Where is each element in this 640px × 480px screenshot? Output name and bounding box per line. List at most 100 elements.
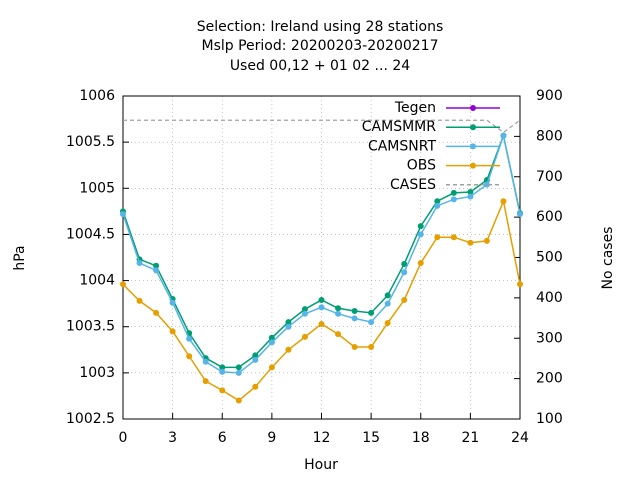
data-point bbox=[318, 320, 325, 327]
y2-tick-label: 400 bbox=[536, 290, 563, 306]
x-tick-label: 24 bbox=[511, 430, 529, 446]
y-tick-label: 1003.5 bbox=[66, 319, 115, 335]
data-point bbox=[417, 223, 424, 230]
data-point bbox=[202, 358, 209, 365]
x-tick-label: 12 bbox=[313, 430, 331, 446]
data-point bbox=[301, 333, 308, 340]
data-point bbox=[517, 211, 523, 218]
legend-label: Tegen bbox=[394, 100, 436, 116]
y2-axis-label: No cases bbox=[600, 227, 616, 290]
data-point bbox=[335, 305, 342, 312]
data-point bbox=[219, 387, 226, 394]
x-tick-label: 15 bbox=[362, 430, 380, 446]
data-point bbox=[384, 300, 391, 307]
series-line bbox=[123, 119, 521, 134]
data-point bbox=[401, 260, 408, 267]
data-point bbox=[434, 234, 441, 241]
data-point bbox=[202, 378, 209, 385]
data-point bbox=[268, 334, 275, 341]
x-tick-label: 18 bbox=[412, 430, 430, 446]
data-point bbox=[351, 315, 358, 322]
x-tick-label: 3 bbox=[168, 430, 177, 446]
data-point bbox=[186, 335, 193, 342]
data-point bbox=[500, 132, 507, 139]
y-axis-label: hPa bbox=[12, 245, 28, 270]
data-point bbox=[219, 364, 226, 371]
data-point bbox=[153, 309, 160, 316]
data-point bbox=[467, 193, 474, 200]
x-tick-label: 9 bbox=[267, 430, 276, 446]
data-point bbox=[120, 281, 126, 288]
y2-tick-label: 100 bbox=[536, 411, 563, 427]
data-point bbox=[186, 353, 193, 360]
data-point bbox=[120, 211, 126, 218]
data-point bbox=[318, 296, 325, 303]
legend-marker bbox=[470, 143, 476, 150]
data-point bbox=[351, 308, 358, 315]
legend-label: CAMSMMR bbox=[362, 119, 436, 135]
data-point bbox=[169, 299, 176, 306]
data-point bbox=[401, 269, 408, 276]
data-point bbox=[301, 310, 308, 317]
data-point bbox=[153, 267, 160, 274]
title-line: Used 00,12 + 01 02 ... 24 bbox=[230, 58, 410, 74]
y-tick-label: 1003 bbox=[79, 365, 115, 381]
y-tick-label: 1002.5 bbox=[66, 411, 115, 427]
data-point bbox=[268, 339, 275, 346]
y-tick-label: 1005 bbox=[79, 180, 115, 196]
y-tick-label: 1004 bbox=[79, 273, 115, 289]
data-point bbox=[450, 234, 457, 241]
y-tick-label: 1006 bbox=[79, 88, 115, 104]
x-tick-label: 21 bbox=[461, 430, 479, 446]
data-point bbox=[318, 304, 325, 311]
data-point bbox=[368, 319, 375, 326]
data-point bbox=[467, 239, 474, 246]
data-point bbox=[252, 356, 259, 363]
data-point bbox=[136, 297, 143, 304]
data-point bbox=[368, 309, 375, 316]
data-point bbox=[500, 198, 507, 205]
data-point bbox=[252, 383, 259, 390]
data-point bbox=[417, 231, 424, 238]
data-point bbox=[467, 188, 474, 195]
data-point bbox=[434, 202, 441, 209]
data-point bbox=[285, 346, 292, 353]
y2-tick-label: 200 bbox=[536, 371, 563, 387]
y2-tick-label: 300 bbox=[536, 330, 563, 346]
data-point bbox=[434, 198, 441, 205]
data-point bbox=[335, 310, 342, 317]
data-point bbox=[153, 262, 160, 269]
data-point bbox=[235, 369, 242, 376]
data-point bbox=[285, 319, 292, 326]
data-point bbox=[368, 344, 375, 351]
y-tick-label: 1004.5 bbox=[66, 226, 115, 242]
legend-marker bbox=[470, 124, 476, 131]
data-point bbox=[268, 364, 275, 371]
data-point bbox=[384, 292, 391, 299]
data-point bbox=[517, 281, 523, 288]
legend-label: OBS bbox=[407, 158, 436, 174]
data-point bbox=[252, 352, 259, 359]
data-point bbox=[450, 189, 457, 196]
data-point bbox=[219, 368, 226, 375]
data-point bbox=[483, 237, 490, 244]
y-tick-label: 1005.5 bbox=[66, 134, 115, 150]
data-point bbox=[483, 181, 490, 188]
y2-tick-label: 900 bbox=[536, 88, 563, 104]
data-point bbox=[235, 364, 242, 371]
data-point bbox=[384, 320, 391, 327]
data-point bbox=[351, 344, 358, 351]
data-point bbox=[169, 328, 176, 335]
data-point bbox=[401, 296, 408, 303]
legend-label: CAMSNRT bbox=[368, 138, 437, 154]
legend-marker bbox=[470, 162, 476, 169]
data-point bbox=[335, 331, 342, 338]
legend-marker bbox=[470, 105, 476, 111]
title-line: Selection: Ireland using 28 stations bbox=[197, 19, 444, 35]
y2-tick-label: 600 bbox=[536, 209, 563, 225]
x-tick-label: 6 bbox=[218, 430, 227, 446]
x-axis-label: Hour bbox=[304, 457, 338, 473]
legend-label: CASES bbox=[390, 177, 436, 193]
y2-tick-label: 700 bbox=[536, 169, 563, 185]
